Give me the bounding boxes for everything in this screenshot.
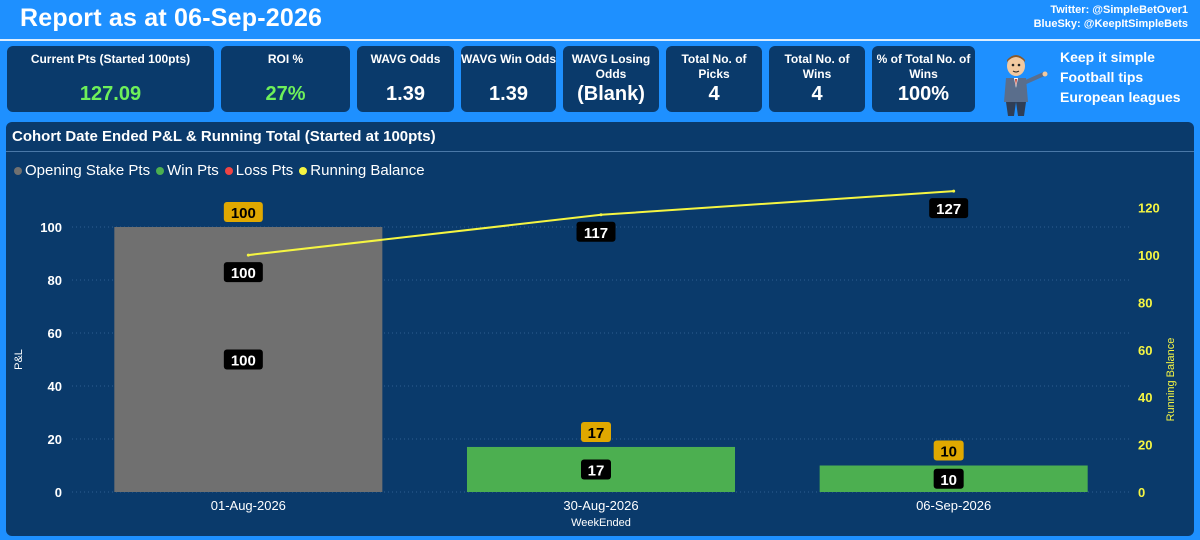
total-label: 10 <box>940 444 957 461</box>
kpi-value: (Blank) <box>577 83 645 105</box>
y2-tick-label: 0 <box>1138 485 1145 500</box>
kpi-card-roi: ROI % 27% <box>221 46 350 112</box>
running-label-bg <box>576 221 616 242</box>
kpi-card-wavg-win-odds: WAVG Win Odds 1.39 <box>461 46 556 112</box>
bluesky-handle[interactable]: BlueSky: @KeepItSimpleBets <box>1033 18 1188 30</box>
y-axis-title: P&L <box>13 349 25 370</box>
running-label-bg <box>929 198 969 219</box>
x-tick-label: 30-Aug-2026 <box>563 498 638 513</box>
kpi-card-pct-wins: % of Total No. of Wins 100% <box>872 46 975 112</box>
y-tick-label: 20 <box>48 432 62 447</box>
legend-item-win[interactable]: Win Pts <box>156 162 219 179</box>
running-balance-point <box>246 253 250 257</box>
segment-label-bg <box>933 468 964 489</box>
kpi-card-total-wins: Total No. of Wins 4 <box>769 46 865 112</box>
kpi-value: 1.39 <box>489 83 528 105</box>
running-balance-point <box>952 189 956 193</box>
total-label-bg <box>223 202 263 222</box>
segment-label: 17 <box>588 462 605 479</box>
y2-tick-label: 100 <box>1138 248 1160 263</box>
segment-label: 10 <box>940 472 957 489</box>
legend-dot-opening <box>14 166 22 175</box>
kpi-card-wavg-odds: WAVG Odds 1.39 <box>357 46 454 112</box>
pnl-chart: 0 20 40 60 80 100 0 20 40 60 80 100 120 P&L Running Ba… <box>13 189 1177 529</box>
chart-panel: Cohort Date Ended P&L & Running Total (S… <box>6 122 1194 536</box>
segment-label-bg <box>581 459 611 480</box>
y2-tick-label: 80 <box>1138 295 1152 310</box>
kpi-value: 27% <box>265 83 306 105</box>
tagline-line: Football tips <box>1060 69 1144 85</box>
running-balance-point <box>599 213 603 217</box>
legend-dot-running <box>299 166 308 175</box>
y2-tick-label: 60 <box>1138 343 1152 358</box>
chart-legend: Opening Stake Pts Win Pts Loss Pts Runni… <box>14 162 425 179</box>
tagline-line: European leagues <box>1060 89 1181 105</box>
y2-tick-label: 20 <box>1138 438 1152 453</box>
kpi-card-wavg-losing-odds: WAVG Losing Odds (Blank) <box>563 46 659 112</box>
legend-item-opening[interactable]: Opening Stake Pts <box>14 162 150 179</box>
y2-tick-label: 40 <box>1138 390 1152 405</box>
legend-label: Loss Pts <box>235 162 294 179</box>
total-label-bg <box>581 421 611 442</box>
kpi-label: WAVG Win Odds <box>461 52 556 66</box>
running-label: 127 <box>936 201 961 218</box>
y2-tick-label: 120 <box>1138 201 1160 216</box>
kpi-label: WAVG Losing Odds <box>571 52 651 81</box>
kpi-value: 4 <box>708 83 720 105</box>
mascot-icon <box>1004 55 1048 116</box>
kpi-label: Total No. of Picks <box>681 52 747 81</box>
y-tick-label: 60 <box>48 326 62 341</box>
kpi-label: ROI % <box>267 52 304 66</box>
x-tick-label: 01-Aug-2026 <box>211 498 286 513</box>
social-handles: Twitter: @SimpleBetOver1 BlueSky: @KeepI… <box>1034 3 1188 31</box>
y-tick-label: 80 <box>48 273 62 288</box>
legend-label: Running Balance <box>310 162 425 179</box>
y-tick-label: 40 <box>48 379 62 394</box>
kpi-value: 4 <box>811 83 823 105</box>
kpi-label: % of Total No. of Wins <box>876 52 971 81</box>
y-tick-label: 100 <box>40 220 62 235</box>
chart-title: Cohort Date Ended P&L & Running Total (S… <box>12 128 436 145</box>
header-divider <box>0 39 1200 41</box>
tagline: Keep it simple Football tips European le… <box>1060 47 1181 107</box>
legend-label: Opening Stake Pts <box>25 162 151 179</box>
legend-item-running[interactable]: Running Balance <box>299 162 425 179</box>
legend-dot-win <box>156 166 165 175</box>
total-label-bg <box>933 440 964 461</box>
total-label: 17 <box>588 425 605 442</box>
running-label: 100 <box>231 265 256 282</box>
kpi-value: 100% <box>897 83 950 105</box>
y-tick-label: 0 <box>55 485 62 500</box>
kpi-label: Current Pts (Started 100pts) <box>30 52 191 66</box>
kpi-card-total-picks: Total No. of Picks 4 <box>666 46 762 112</box>
total-label: 100 <box>231 205 256 222</box>
segment-label-bg <box>223 349 263 370</box>
y2-axis-title: Running Balance <box>1165 338 1177 422</box>
kpi-label: Total No. of Wins <box>784 52 850 81</box>
segment-label: 100 <box>231 353 256 370</box>
running-label: 117 <box>584 225 608 242</box>
panel-divider <box>6 151 1194 152</box>
legend-dot-loss <box>224 166 233 175</box>
running-label-bg <box>223 262 263 283</box>
report-header: Report as at 06-Sep-2026 Twitter: @Simpl… <box>0 0 1200 41</box>
legend-label: Win Pts <box>167 162 219 179</box>
kpi-card-current-pts: Current Pts (Started 100pts) 127.09 <box>7 46 214 112</box>
twitter-handle[interactable]: Twitter: @SimpleBetOver1 <box>1050 4 1188 16</box>
legend-item-loss[interactable]: Loss Pts <box>224 162 294 179</box>
x-tick-label: 06-Sep-2026 <box>916 498 991 513</box>
tagline-line: Keep it simple <box>1060 49 1155 65</box>
kpi-label: WAVG Odds <box>370 52 441 66</box>
kpi-value: 127.09 <box>79 83 142 105</box>
kpi-value: 1.39 <box>386 83 425 105</box>
x-axis-title: WeekEnded <box>571 517 631 529</box>
report-title: Report as at 06-Sep-2026 <box>20 4 323 32</box>
